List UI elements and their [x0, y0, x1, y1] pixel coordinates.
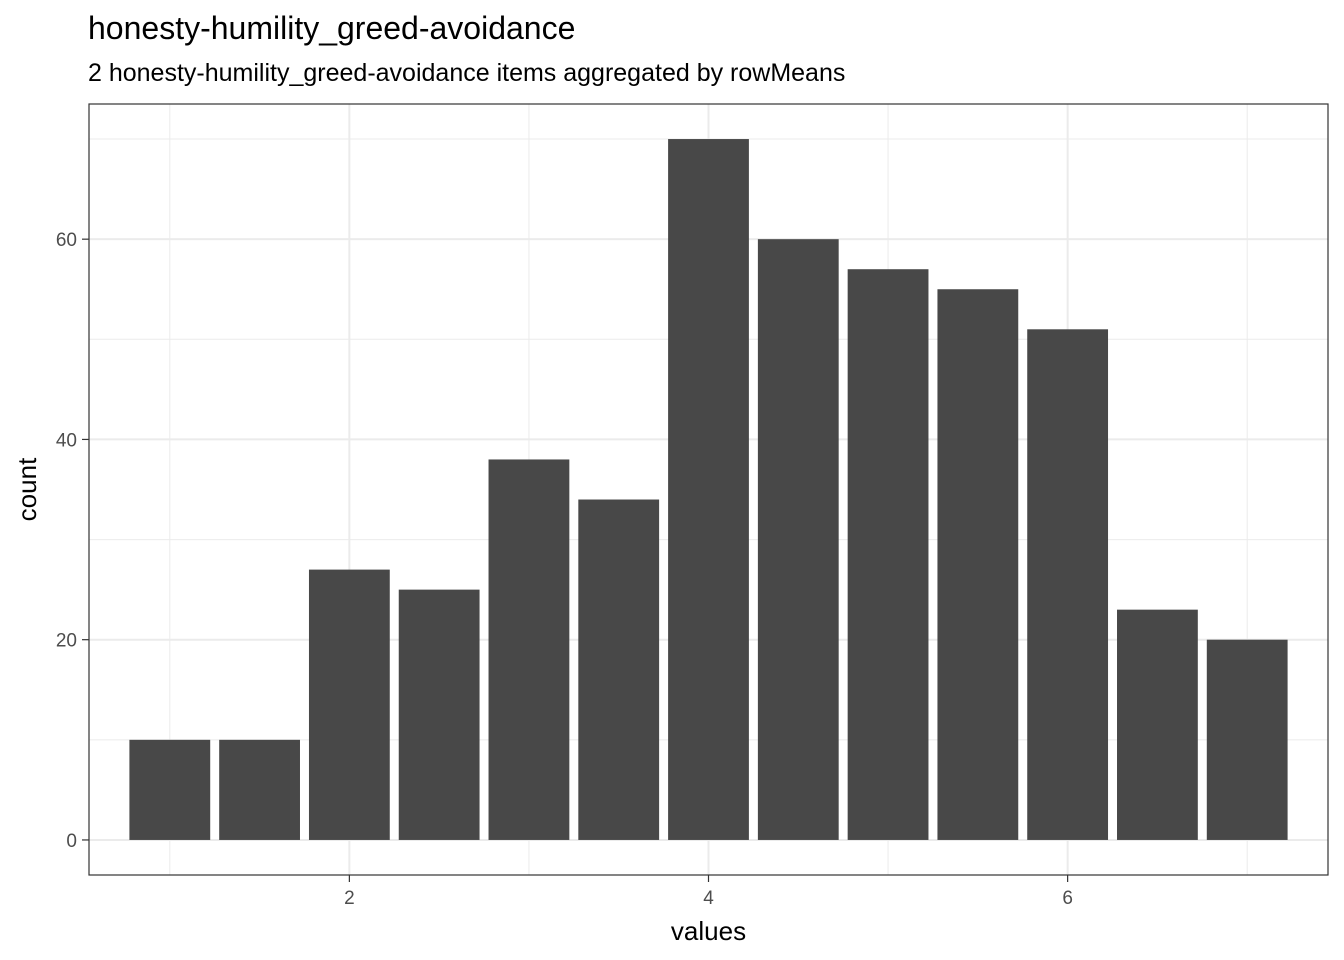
x-tick-label: 6 [1062, 888, 1073, 909]
y-tick-label: 0 [66, 831, 77, 852]
x-axis: 2 4 6 [344, 875, 1073, 909]
bar [488, 459, 570, 840]
y-tick-label: 20 [56, 631, 77, 652]
bar [398, 589, 480, 840]
chart-title: honesty-humility_greed-avoidance [88, 10, 576, 46]
bar [1117, 609, 1198, 840]
bar [308, 569, 390, 840]
bar [757, 239, 839, 840]
bar [937, 289, 1019, 840]
x-axis-title: values [671, 916, 746, 946]
bar [1027, 329, 1109, 840]
bar [1206, 639, 1288, 840]
x-tick-label: 4 [703, 888, 714, 909]
bars [129, 139, 1288, 840]
y-axis: 0 20 40 60 [56, 230, 89, 852]
chart-subtitle: 2 honesty-humility_greed-avoidance items… [88, 59, 846, 87]
x-tick-label: 2 [344, 888, 355, 909]
bar [668, 139, 749, 840]
bar [219, 739, 300, 840]
bar [847, 269, 929, 840]
bar [578, 499, 660, 840]
bar [129, 739, 211, 840]
y-tick-label: 60 [56, 230, 77, 251]
y-tick-label: 40 [56, 430, 77, 451]
y-axis-title: count [12, 457, 42, 521]
